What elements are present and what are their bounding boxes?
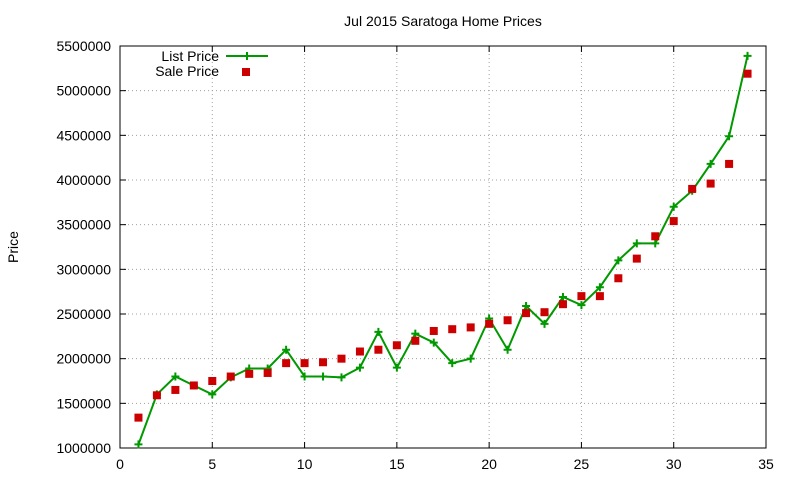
list-price-point [171, 372, 180, 381]
list-price-point [706, 159, 715, 168]
list-price-point [558, 293, 567, 302]
grid-lines [120, 46, 766, 448]
sale-price-point [688, 184, 697, 193]
y-axis-label: Price [5, 231, 21, 263]
y-tick-label: 3000000 [56, 261, 111, 277]
sale-price-point [485, 319, 494, 328]
sale-price-point [595, 292, 604, 301]
x-tick-label: 35 [758, 456, 774, 472]
legend-label-sale-price: Sale Price [155, 63, 219, 79]
sale-price-point [429, 326, 438, 335]
y-tick-label: 4000000 [56, 172, 111, 188]
list-price-point [300, 372, 309, 381]
list-price-point [632, 239, 641, 248]
sale-price-point [743, 69, 752, 78]
y-tick-label: 1000000 [56, 440, 111, 456]
sale-price-point [651, 232, 660, 241]
sale-price-point [540, 308, 549, 317]
x-tick-label: 20 [481, 456, 497, 472]
sale-price-point [411, 336, 420, 345]
list-price-line [137, 55, 749, 445]
y-tick-label: 2000000 [56, 351, 111, 367]
sale-price-point [558, 300, 567, 309]
y-tick-label: 5000000 [56, 83, 111, 99]
sale-price-point [134, 413, 143, 422]
x-axis: 0 5 10 15 20 25 30 35 [116, 46, 774, 472]
sale-price-point [226, 372, 235, 381]
list-price-point [282, 345, 291, 354]
list-price-point [595, 283, 604, 292]
y-tick-label: 5500000 [56, 38, 111, 54]
list-price-point [448, 359, 457, 368]
y-tick-label: 4500000 [56, 127, 111, 143]
sale-price-point [171, 385, 180, 394]
sale-price-point [355, 347, 364, 356]
list-price-point [725, 132, 734, 141]
list-price-point [429, 338, 438, 347]
sale-price-point [706, 179, 715, 188]
list-price-point [319, 372, 328, 381]
list-price-point [669, 202, 678, 211]
plot-frame [119, 45, 767, 449]
legend-marker-sale-price [242, 68, 250, 76]
sale-price-point [577, 292, 586, 301]
list-price-point [392, 363, 401, 372]
legend-cross [243, 52, 251, 60]
sale-price-point [374, 345, 383, 354]
sale-price-point [448, 325, 457, 334]
y-tick-label: 1500000 [56, 395, 111, 411]
x-tick-label: 10 [297, 456, 313, 472]
x-tick-label: 25 [574, 456, 590, 472]
list-price-point [614, 256, 623, 265]
sale-price-point [337, 354, 346, 363]
sale-price-point [466, 323, 475, 332]
legend-marker-list-price [243, 52, 251, 60]
sale-price-point [189, 381, 198, 390]
list-price-point [651, 239, 660, 248]
list-price-point [503, 345, 512, 354]
x-tick-label: 5 [208, 456, 216, 472]
chart-title: Jul 2015 Saratoga Home Prices [344, 13, 542, 29]
legend: List Price Sale Price [155, 48, 268, 79]
sale-price-point [263, 368, 272, 377]
list-price-point [540, 319, 549, 328]
y-tick-label: 2500000 [56, 306, 111, 322]
series-sale-price [134, 69, 752, 422]
sale-price-point [392, 341, 401, 350]
list-price-point [411, 329, 420, 338]
list-price-point [466, 354, 475, 363]
sale-price-point [208, 377, 217, 385]
list-price-point [134, 440, 143, 449]
list-price-point [743, 51, 752, 60]
x-tick-label: 0 [116, 456, 124, 472]
sale-price-point [319, 358, 328, 367]
x-tick-label: 30 [666, 456, 682, 472]
y-tick-label: 3500000 [56, 217, 111, 233]
y-axis: 1000000 1500000 2000000 2500000 3000000 35000… [56, 38, 766, 456]
list-price-point [577, 301, 586, 310]
list-price-point [208, 390, 217, 399]
sale-price-point [632, 254, 641, 263]
sale-price-point [503, 316, 512, 325]
sale-price-point [245, 369, 254, 378]
list-price-point [355, 363, 364, 372]
series-list-price [134, 51, 752, 449]
list-price-point [374, 327, 383, 336]
sale-price-point [300, 359, 309, 368]
legend-label-list-price: List Price [161, 48, 219, 64]
list-price-point [337, 373, 346, 382]
sale-price-point [282, 359, 291, 368]
sale-price-point [614, 274, 623, 283]
x-tick-label: 15 [389, 456, 405, 472]
sale-price-point [522, 309, 531, 318]
sale-price-point [152, 391, 161, 400]
list-price-point [522, 301, 531, 310]
sale-price-point [725, 159, 734, 168]
sale-price-point [669, 217, 678, 226]
